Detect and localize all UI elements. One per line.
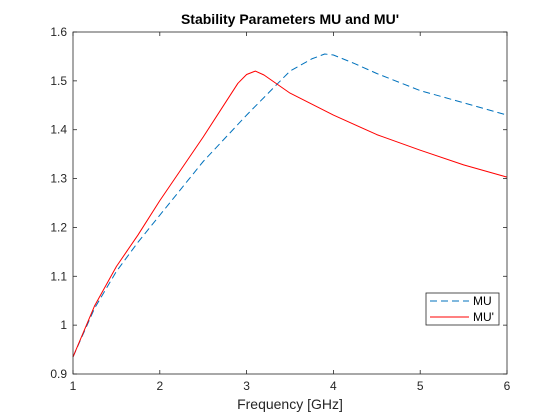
chart-title: Stability Parameters MU and MU' (181, 11, 399, 27)
y-tick-label: 0.9 (50, 367, 67, 381)
y-tick-label: 1 (60, 318, 67, 332)
legend-box (425, 292, 500, 326)
legend: MU MU' (425, 292, 500, 326)
x-tick-label: 2 (156, 379, 163, 393)
y-tick-label: 1.1 (50, 269, 67, 283)
y-tick-label: 1.2 (50, 220, 67, 234)
series-line-mu-prime (72, 70, 508, 358)
axes-box (72, 31, 508, 375)
y-tick-label: 1.5 (50, 74, 67, 88)
x-tick-label: 5 (417, 379, 424, 393)
legend-label-mu: MU (473, 294, 492, 308)
y-tick-label: 1.4 (50, 123, 67, 137)
y-tick-label: 1.3 (50, 172, 67, 186)
x-axis-label: Frequency [GHz] (237, 396, 343, 412)
series-layer (72, 53, 508, 358)
x-tick-label: 4 (330, 379, 337, 393)
y-tick-label: 1.6 (50, 25, 67, 39)
x-tick-label: 6 (504, 379, 511, 393)
x-tick-label: 1 (70, 379, 77, 393)
series-line-mu (72, 53, 508, 358)
legend-label-mu-prime: MU' (473, 310, 494, 324)
x-tick-label: 3 (243, 379, 250, 393)
